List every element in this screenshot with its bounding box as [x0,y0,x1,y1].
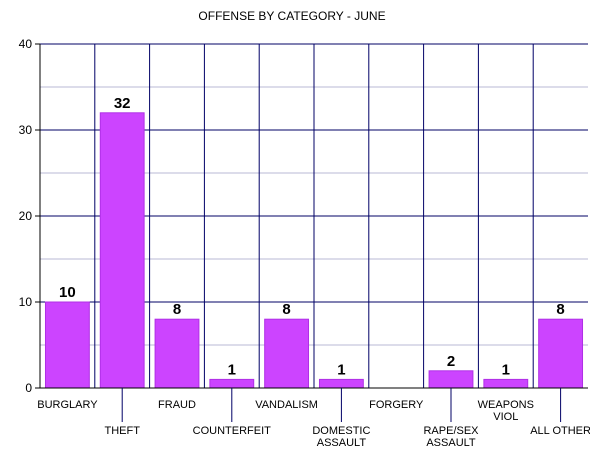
x-tick-label: DOMESTIC ASSAULT [312,425,370,449]
data-label: 32 [114,95,131,112]
x-tick-label: ALL OTHER [530,425,590,437]
bar [483,378,529,389]
x-tick-label: THEFT [104,425,140,437]
bar [99,112,145,389]
data-label: 1 [337,361,345,378]
x-tick-label-line: VIOL [493,411,518,423]
y-tick-label: 30 [19,123,33,137]
data-label: 2 [447,353,455,370]
data-label: 8 [282,301,290,318]
labels: 10 32 8 1 8 1 2 1 8 0 10 20 30 40 BURGLARY THEFT FRAUD CO… [19,37,590,449]
bars [44,112,584,389]
x-tick-label-line: ALL OTHER [530,425,590,437]
data-label: 8 [556,301,564,318]
y-tick-label: 10 [19,295,33,309]
bar [318,378,364,389]
chart-title: OFFENSE BY CATEGORY - JUNE [198,9,385,23]
x-tick-label-line: ASSAULT [426,437,476,449]
x-tick-label-line: DOMESTIC [312,425,370,437]
bar [264,318,310,389]
x-tick-label-line: COUNTERFEIT [193,425,272,437]
data-label: 8 [173,301,181,318]
x-tick-label: FORGERY [369,399,424,411]
bar [154,318,200,389]
bar [428,370,474,389]
x-tick-label: WEAPONS VIOL [478,399,534,423]
x-tick-label-line: RAPE/SEX [423,425,479,437]
y-tick-label: 40 [19,37,33,51]
x-tick-label-line: THEFT [104,425,140,437]
x-tick-label-line: FORGERY [369,399,424,411]
x-tick-label: RAPE/SEX ASSAULT [423,425,479,449]
data-label: 1 [228,361,236,378]
axes [35,43,588,422]
x-tick-label-line: VANDALISM [255,399,318,411]
x-tick-label: VANDALISM [255,399,318,411]
x-tick-label-line: WEAPONS [478,399,534,411]
bar [44,301,90,389]
x-tick-label: COUNTERFEIT [193,425,272,437]
x-tick-label-line: FRAUD [158,399,196,411]
x-tick-label: BURGLARY [37,399,98,411]
bar [538,318,584,389]
data-label: 1 [502,361,510,378]
x-tick-label-line: BURGLARY [37,399,98,411]
data-label: 10 [59,284,76,301]
y-tick-label: 0 [25,381,32,395]
x-tick-label-line: ASSAULT [317,437,367,449]
y-tick-label: 20 [19,209,33,223]
x-tick-label: FRAUD [158,399,196,411]
bar [209,378,255,389]
